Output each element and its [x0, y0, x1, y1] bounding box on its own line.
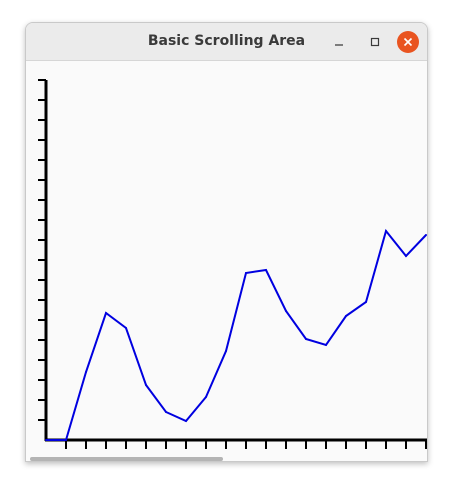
maximize-button[interactable]	[364, 31, 386, 53]
data-point	[285, 310, 287, 312]
plot-canvas	[38, 79, 427, 449]
data-point	[185, 420, 187, 422]
data-point	[105, 312, 107, 314]
data-point	[225, 350, 227, 352]
close-icon	[403, 37, 413, 47]
data-point	[205, 396, 207, 398]
scroll-area[interactable]	[26, 61, 427, 461]
data-point	[365, 301, 367, 303]
data-point	[245, 272, 247, 274]
data-point	[385, 230, 387, 232]
series-line	[46, 228, 427, 441]
title-bar[interactable]: Basic Scrolling Area	[26, 23, 427, 61]
data-point	[145, 384, 147, 386]
data-point	[165, 411, 167, 413]
close-button[interactable]	[397, 31, 419, 53]
minimize-button[interactable]	[328, 31, 350, 53]
data-point	[265, 269, 267, 271]
axes	[44, 80, 427, 442]
axis-ticks	[38, 79, 427, 449]
data-point	[325, 344, 327, 346]
minimize-icon	[335, 44, 343, 46]
data-point	[305, 338, 307, 340]
maximize-icon	[370, 37, 380, 47]
data-point	[425, 234, 427, 236]
data-point	[345, 315, 347, 317]
data-point	[65, 439, 67, 441]
window-title: Basic Scrolling Area	[147, 33, 306, 49]
app-window: Basic Scrolling Area	[25, 22, 428, 462]
data-points	[45, 230, 427, 441]
data-point	[85, 371, 87, 373]
data-point	[125, 327, 127, 329]
horizontal-scrollbar[interactable]	[30, 457, 223, 461]
data-point	[405, 255, 407, 257]
data-point	[45, 439, 47, 441]
